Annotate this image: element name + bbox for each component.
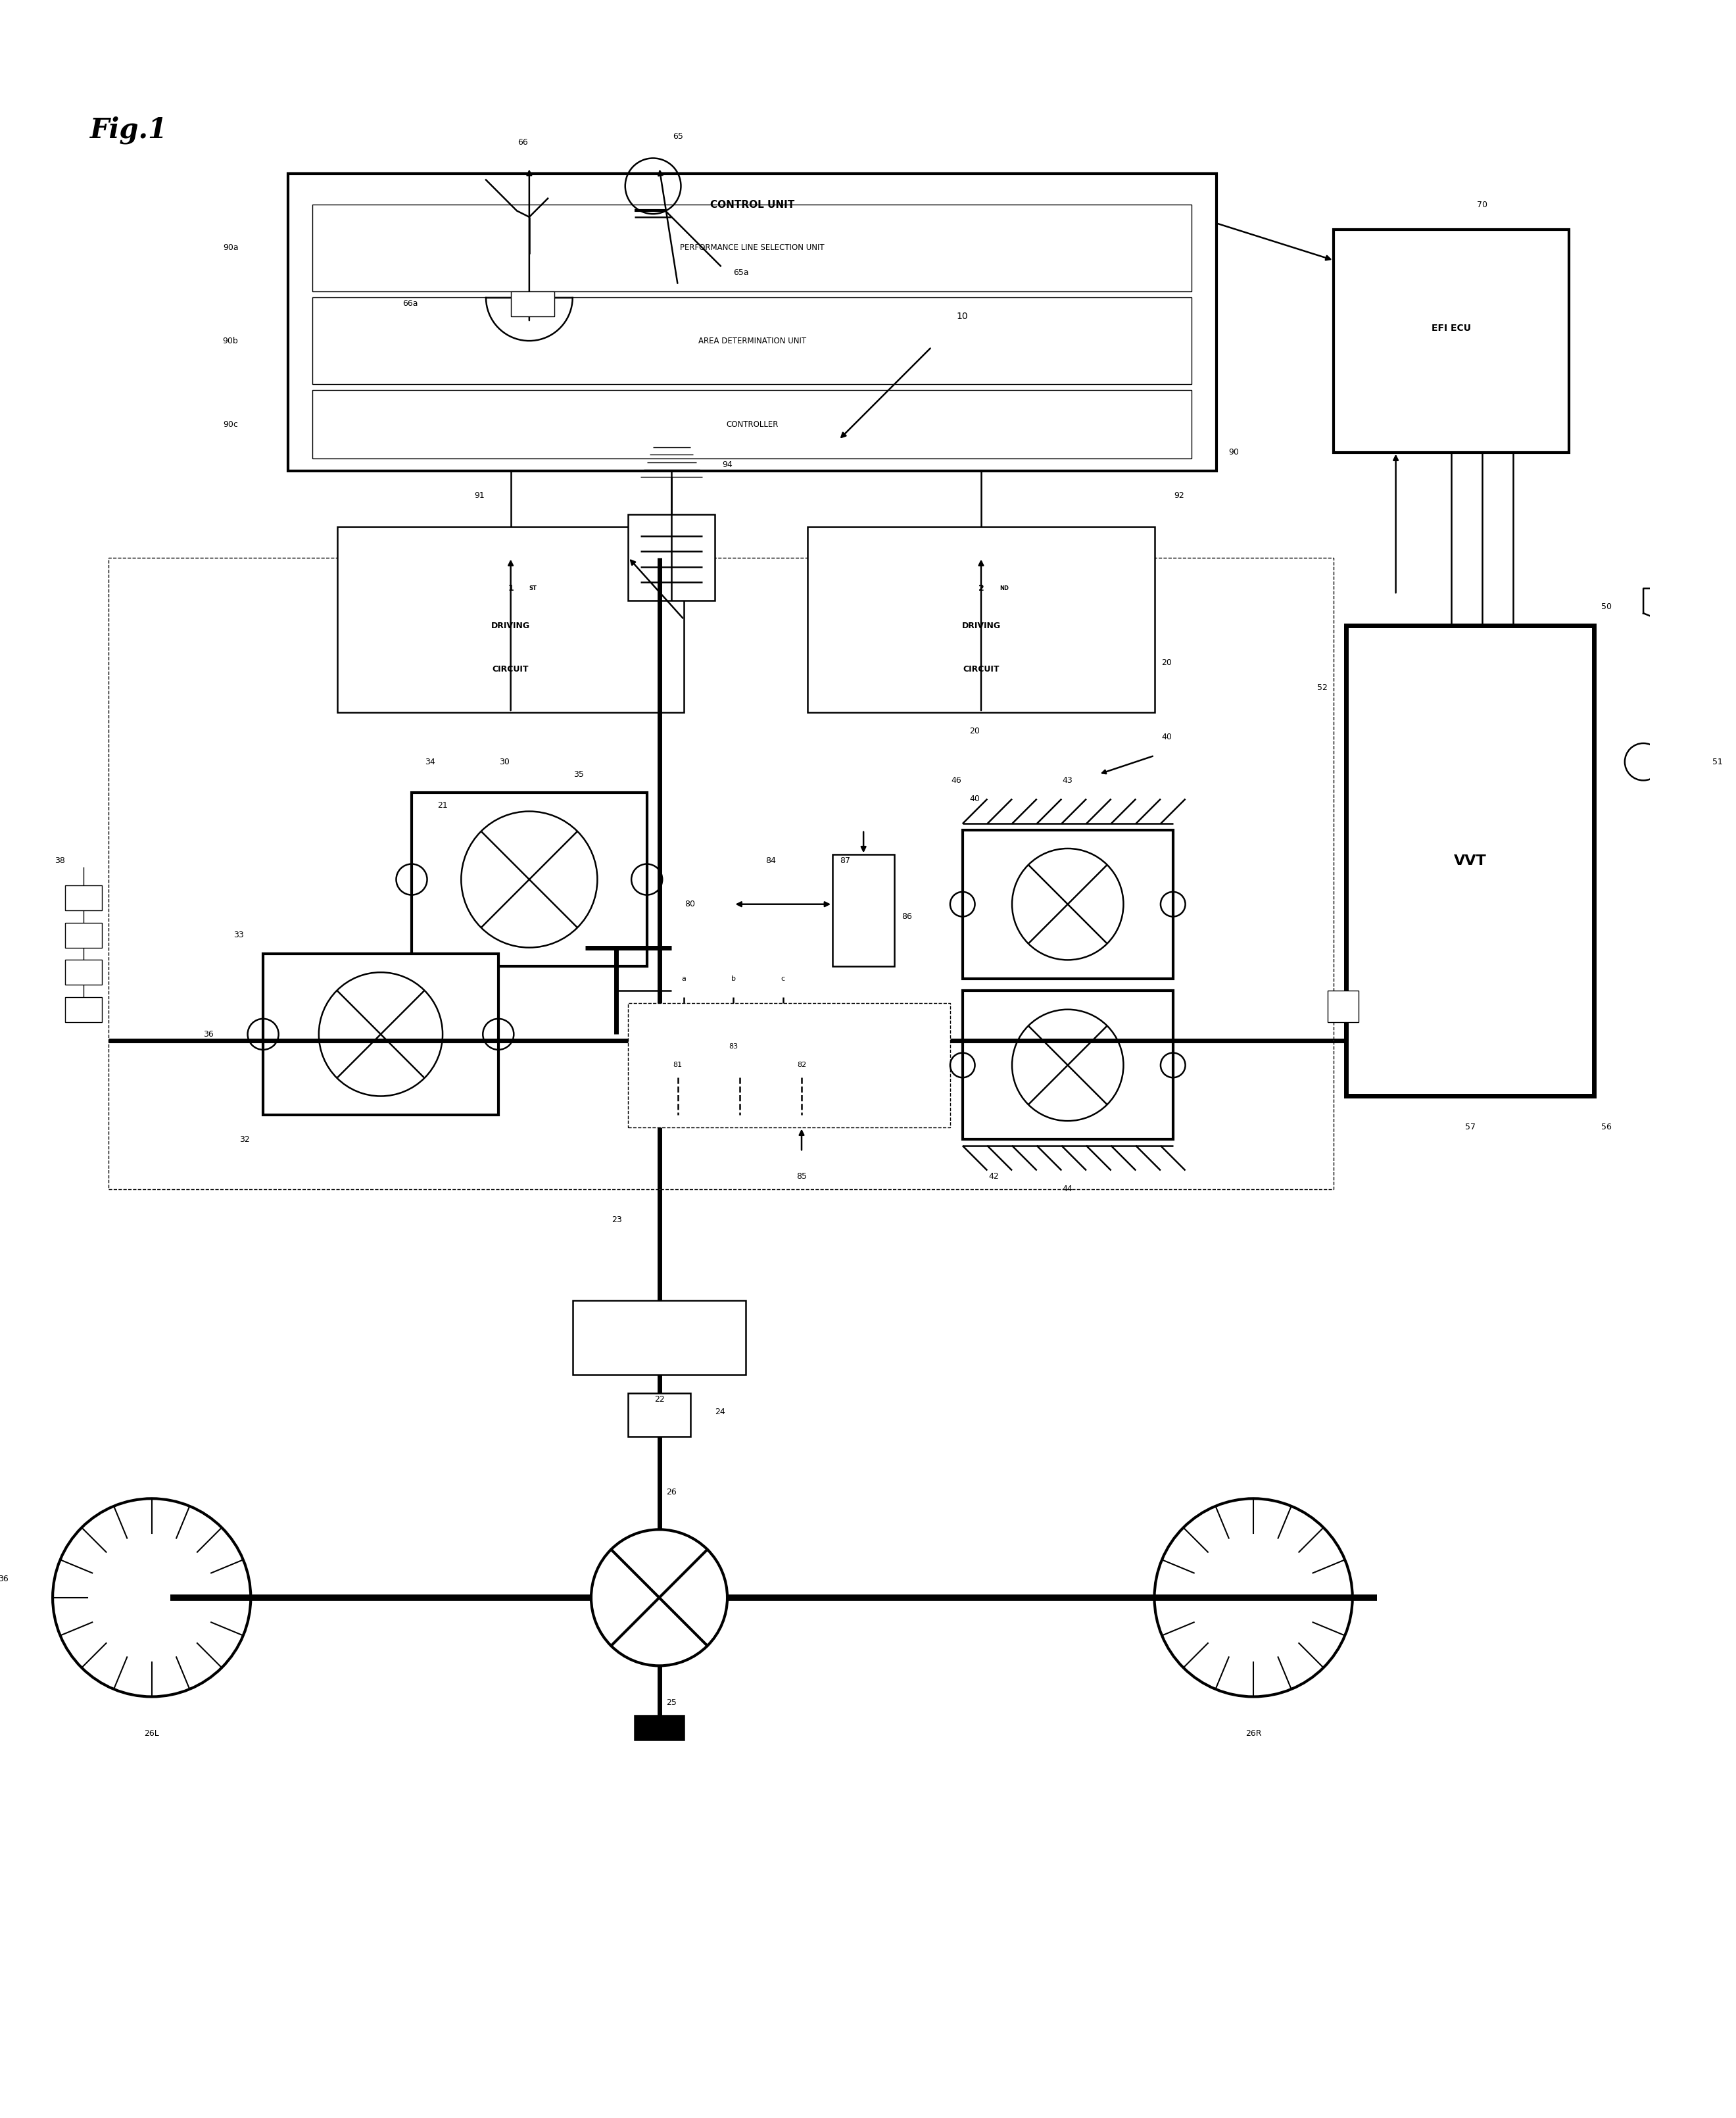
Bar xyxy=(312,390,1191,457)
Bar xyxy=(1333,229,1569,453)
Bar xyxy=(962,991,1174,1139)
Text: 81: 81 xyxy=(674,1061,682,1067)
Bar xyxy=(962,830,1174,979)
Text: 26: 26 xyxy=(667,1489,677,1497)
Text: 80: 80 xyxy=(686,900,696,909)
Bar xyxy=(64,923,102,947)
Bar xyxy=(807,527,1154,712)
Bar xyxy=(833,856,894,966)
Text: 90a: 90a xyxy=(222,244,238,252)
Text: 82: 82 xyxy=(797,1061,806,1067)
Text: 87: 87 xyxy=(840,856,851,864)
Text: CIRCUIT: CIRCUIT xyxy=(493,665,529,674)
Text: 40: 40 xyxy=(970,794,981,803)
Bar xyxy=(634,1716,684,1741)
Text: VVT: VVT xyxy=(1453,854,1486,868)
Bar xyxy=(312,297,1191,383)
Text: Fig.1: Fig.1 xyxy=(90,116,167,144)
Text: 36: 36 xyxy=(0,1576,9,1584)
Text: 90: 90 xyxy=(1229,449,1240,457)
Text: a: a xyxy=(682,974,686,983)
Bar xyxy=(573,1300,746,1375)
Text: 34: 34 xyxy=(425,758,436,767)
Bar xyxy=(108,557,1333,1188)
Text: c: c xyxy=(781,974,785,983)
Text: 52: 52 xyxy=(1318,684,1328,693)
Text: 25: 25 xyxy=(667,1699,677,1707)
Text: 66: 66 xyxy=(517,138,528,146)
Text: 51: 51 xyxy=(1712,758,1722,767)
Text: 40: 40 xyxy=(1161,733,1172,741)
Bar xyxy=(64,959,102,985)
Text: 26R: 26R xyxy=(1245,1730,1262,1739)
Text: 10: 10 xyxy=(957,311,969,320)
Bar xyxy=(1345,625,1594,1097)
Text: 65: 65 xyxy=(672,131,682,140)
Text: 90c: 90c xyxy=(224,419,238,428)
Bar xyxy=(64,998,102,1021)
Text: 92: 92 xyxy=(1174,491,1184,500)
Text: b: b xyxy=(731,974,736,983)
Text: 32: 32 xyxy=(240,1135,250,1144)
Text: 70: 70 xyxy=(1477,201,1488,210)
Bar xyxy=(264,953,498,1114)
Text: 46: 46 xyxy=(951,775,962,784)
Text: 20: 20 xyxy=(970,726,981,735)
Text: 30: 30 xyxy=(500,758,510,767)
Text: 21: 21 xyxy=(437,801,448,809)
Text: ST: ST xyxy=(529,585,536,591)
Text: 22: 22 xyxy=(654,1396,665,1404)
Bar xyxy=(628,1394,691,1436)
Text: CONTROLLER: CONTROLLER xyxy=(726,419,778,428)
Bar xyxy=(628,1004,950,1127)
Text: 94: 94 xyxy=(722,460,733,468)
Text: EFI ECU: EFI ECU xyxy=(1432,324,1470,333)
Text: 90b: 90b xyxy=(222,337,238,345)
Text: 35: 35 xyxy=(573,771,583,779)
Text: 20: 20 xyxy=(1161,659,1172,667)
Text: 57: 57 xyxy=(1465,1123,1476,1131)
Text: 23: 23 xyxy=(611,1216,621,1224)
Bar xyxy=(1328,991,1359,1021)
Bar xyxy=(337,527,684,712)
Text: 2: 2 xyxy=(977,585,984,593)
Text: 1: 1 xyxy=(509,585,514,593)
Bar xyxy=(1656,650,1717,699)
Text: 24: 24 xyxy=(715,1408,726,1417)
Text: 26L: 26L xyxy=(144,1730,160,1739)
Text: 84: 84 xyxy=(766,856,776,864)
Text: 50: 50 xyxy=(1601,604,1611,612)
Text: 86: 86 xyxy=(901,913,911,921)
Text: 56: 56 xyxy=(1601,1123,1611,1131)
Text: 36: 36 xyxy=(203,1029,214,1038)
Text: PERFORMANCE LINE SELECTION UNIT: PERFORMANCE LINE SELECTION UNIT xyxy=(681,244,825,252)
Text: CIRCUIT: CIRCUIT xyxy=(963,665,1000,674)
Text: 65a: 65a xyxy=(734,269,748,277)
Text: 38: 38 xyxy=(54,856,64,864)
Text: 42: 42 xyxy=(988,1173,998,1182)
Text: 33: 33 xyxy=(233,932,243,940)
Text: 85: 85 xyxy=(797,1173,807,1182)
Bar xyxy=(510,292,554,316)
Text: DRIVING: DRIVING xyxy=(962,621,1000,629)
Bar xyxy=(64,885,102,911)
Text: ND: ND xyxy=(1000,585,1009,591)
Text: DRIVING: DRIVING xyxy=(491,621,529,629)
Text: 83: 83 xyxy=(729,1044,738,1051)
Text: 43: 43 xyxy=(1062,775,1073,784)
Text: AREA DETERMINATION UNIT: AREA DETERMINATION UNIT xyxy=(698,337,806,345)
Bar xyxy=(411,792,648,966)
Bar xyxy=(288,174,1217,470)
Text: 44: 44 xyxy=(1062,1184,1073,1192)
Bar xyxy=(628,515,715,602)
Bar xyxy=(312,205,1191,292)
Text: 66a: 66a xyxy=(403,299,418,307)
Text: CONTROL UNIT: CONTROL UNIT xyxy=(710,199,795,210)
Text: 91: 91 xyxy=(474,491,484,500)
